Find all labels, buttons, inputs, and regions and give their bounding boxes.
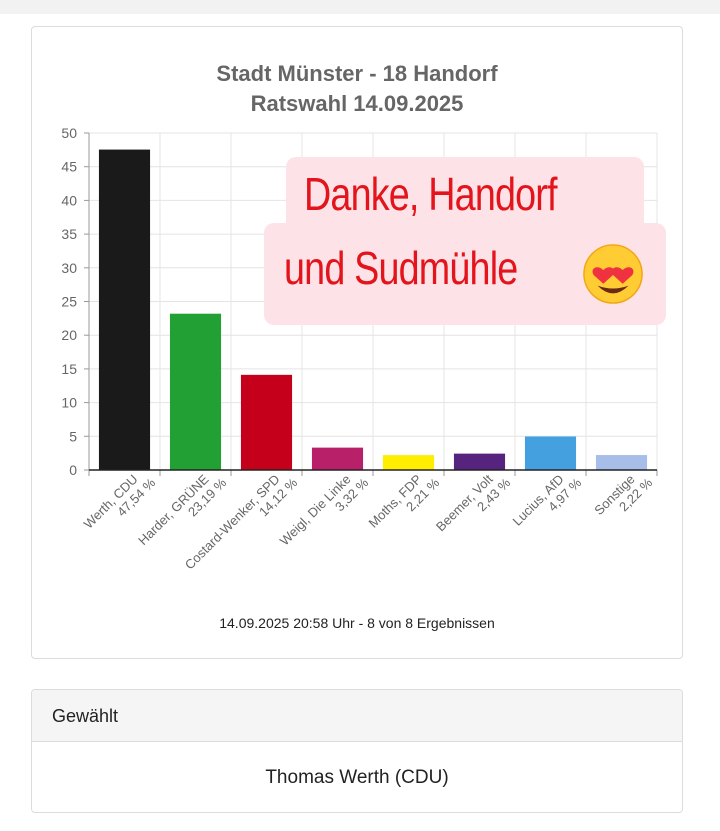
y-tick-label: 40 xyxy=(61,192,77,208)
chart-card: Stadt Münster - 18 Handorf Ratswahl 14.0… xyxy=(31,26,683,659)
y-tick-label: 30 xyxy=(61,260,77,276)
bar-4 xyxy=(311,447,364,470)
bar-1 xyxy=(98,149,151,471)
banner-line-1: Danke, Handorf xyxy=(304,168,558,220)
top-bar xyxy=(0,0,720,14)
banner-line-2: und Sudmühle xyxy=(284,242,518,294)
y-tick-label: 25 xyxy=(61,294,77,310)
bar-7 xyxy=(524,436,577,470)
elected-card: Gewählt Thomas Werth (CDU) xyxy=(31,689,683,813)
heart-eyes-emoji-icon xyxy=(583,244,643,304)
chart-subtitle: Ratswahl 14.09.2025 xyxy=(250,91,464,116)
y-tick-label: 15 xyxy=(61,361,77,377)
y-tick-label: 10 xyxy=(61,395,77,411)
bar-6 xyxy=(453,453,506,470)
thank-you-banner: Danke, Handorf und Sudmühle xyxy=(264,157,666,325)
elected-name: Thomas Werth (CDU) xyxy=(265,767,449,788)
y-tick-label: 35 xyxy=(61,226,77,242)
bar-5 xyxy=(382,455,435,470)
bar-2 xyxy=(169,313,222,470)
chart-title: Stadt Münster - 18 Handorf xyxy=(216,61,498,86)
result-timestamp: 14.09.2025 20:58 Uhr - 8 von 8 Ergebniss… xyxy=(219,615,495,631)
bar-3 xyxy=(240,374,293,470)
y-tick-label: 0 xyxy=(69,462,77,478)
y-tick-label: 50 xyxy=(61,125,77,141)
bar-8 xyxy=(595,455,648,470)
y-tick-label: 5 xyxy=(69,428,77,444)
elected-heading: Gewählt xyxy=(32,690,682,742)
y-tick-label: 45 xyxy=(61,159,77,175)
y-tick-label: 20 xyxy=(61,327,77,343)
